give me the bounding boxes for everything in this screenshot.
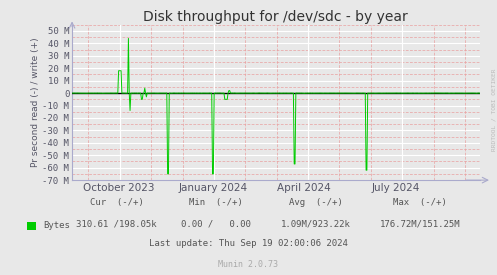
Text: 310.61 /198.05k: 310.61 /198.05k: [77, 220, 157, 229]
Text: 1.09M/923.22k: 1.09M/923.22k: [281, 220, 350, 229]
Text: RRDTOOL / TOBI OETIKER: RRDTOOL / TOBI OETIKER: [491, 69, 496, 151]
Text: 0.00 /   0.00: 0.00 / 0.00: [181, 220, 251, 229]
Title: Disk throughput for /dev/sdc - by year: Disk throughput for /dev/sdc - by year: [144, 10, 408, 24]
Text: Munin 2.0.73: Munin 2.0.73: [219, 260, 278, 269]
Y-axis label: Pr second read (-) / write (+): Pr second read (-) / write (+): [31, 38, 40, 167]
Text: Cur  (-/+): Cur (-/+): [90, 198, 144, 207]
Text: Last update: Thu Sep 19 02:00:06 2024: Last update: Thu Sep 19 02:00:06 2024: [149, 239, 348, 248]
Text: 176.72M/151.25M: 176.72M/151.25M: [380, 220, 460, 229]
Text: Bytes: Bytes: [44, 221, 71, 230]
Text: Avg  (-/+): Avg (-/+): [289, 198, 342, 207]
Text: Max  (-/+): Max (-/+): [393, 198, 447, 207]
Text: Min  (-/+): Min (-/+): [189, 198, 243, 207]
